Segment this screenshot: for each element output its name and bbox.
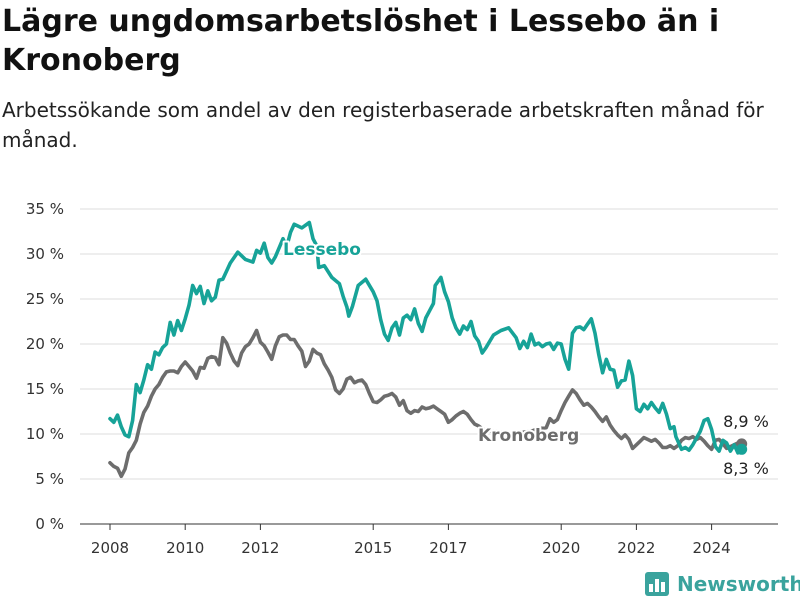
- y-tick-label: 15 %: [26, 380, 64, 398]
- series-lines: [108, 220, 748, 479]
- chart-title: Lägre ungdomsarbetslöshet i Lessebo än i…: [2, 4, 720, 78]
- series-labels: Lessebo Kronoberg 8,9 % 8,3 %: [281, 238, 771, 480]
- y-tick-label: 0 %: [35, 515, 64, 533]
- brand-name: Newsworthy: [677, 572, 800, 596]
- end-value-label-kronoberg: 8,9 %: [723, 412, 769, 431]
- x-tick-label: 2015: [354, 539, 392, 557]
- end-point-lessebo: [736, 443, 748, 455]
- x-tick-label: 2024: [693, 539, 731, 557]
- x-tick-label: 2017: [429, 539, 467, 557]
- y-tick-label: 10 %: [26, 425, 64, 443]
- series-line-kronoberg: [108, 328, 744, 479]
- y-tick-label: 35 %: [26, 200, 64, 218]
- y-tick-label: 25 %: [26, 290, 64, 308]
- x-tick-label: 2010: [166, 539, 204, 557]
- series-label-lessebo: Lessebo: [283, 240, 361, 260]
- x-tick-label: 2008: [91, 539, 129, 557]
- chart-subtitle: Arbetssökande som andel av den registerb…: [2, 98, 764, 152]
- y-tick-label: 30 %: [26, 245, 64, 263]
- bar-chart-logo-icon: [645, 572, 669, 596]
- line-chart: 0 %5 %10 %15 %20 %25 %30 %35 % 2008 2010 2…: [26, 200, 778, 557]
- series-line-lessebo: [108, 220, 744, 455]
- x-axis-ticks: 2008 2010 2012 2015 2017 2020 2022 2024: [80, 523, 778, 557]
- end-value-label-lessebo: 8,3 %: [723, 459, 769, 478]
- grid-lines: [80, 208, 778, 525]
- y-axis-ticks: 0 % 5 % 10 % 15 % 20 % 25 % 30 % 35 %: [26, 200, 64, 533]
- brand-logo[interactable]: Newsworthy: [645, 570, 800, 598]
- y-tick-label: 20 %: [26, 335, 64, 353]
- x-tick-label: 2020: [542, 539, 580, 557]
- x-tick-label: 2022: [617, 539, 655, 557]
- x-tick-label: 2012: [241, 539, 279, 557]
- series-label-kronoberg: Kronoberg: [478, 426, 579, 446]
- y-tick-label: 5 %: [35, 470, 64, 488]
